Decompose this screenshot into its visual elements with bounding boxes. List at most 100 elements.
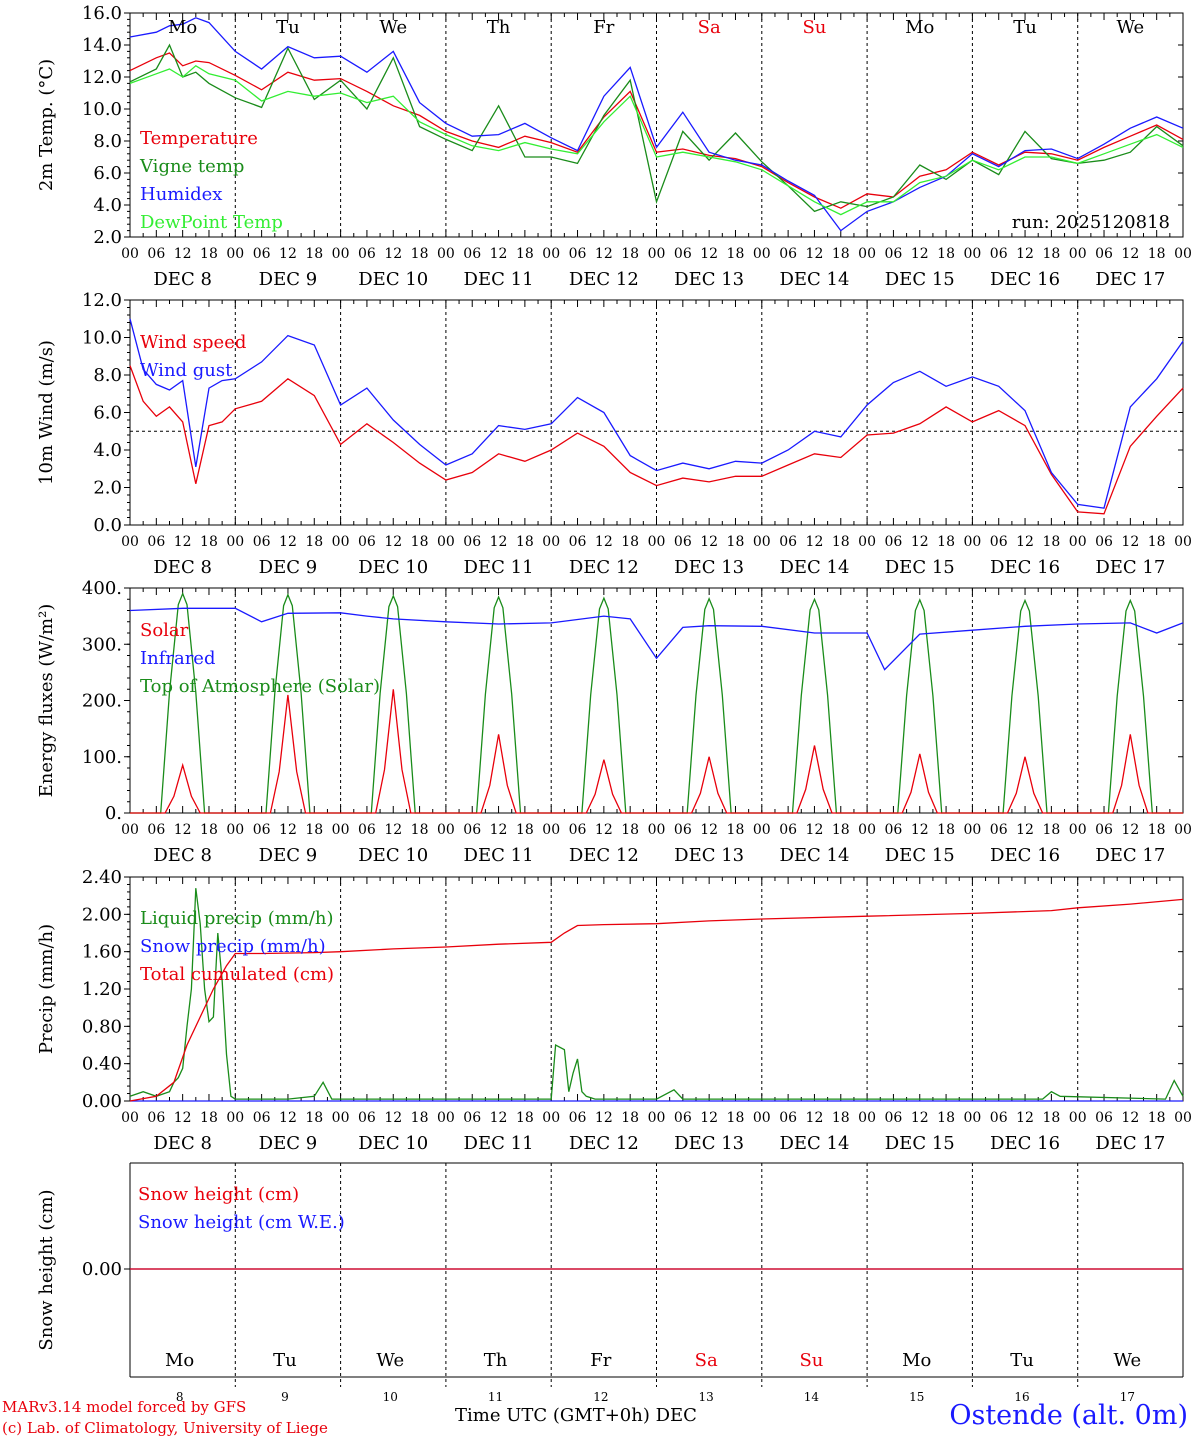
date-label: DEC 13 xyxy=(674,845,744,866)
hour-tick-label: 12 xyxy=(1016,822,1034,838)
hour-tick-label: 12 xyxy=(700,1110,718,1126)
hour-tick-label: 18 xyxy=(937,1110,955,1126)
date-label: DEC 14 xyxy=(779,269,849,290)
hour-tick-label: 00 xyxy=(226,1110,244,1126)
hour-tick-label: 00 xyxy=(1069,822,1087,838)
y-tick-label: 2.00 xyxy=(82,904,122,925)
weekday-label: Fr xyxy=(590,1350,611,1371)
hour-tick-label: 12 xyxy=(1016,1110,1034,1126)
date-label: DEC 16 xyxy=(990,1133,1060,1154)
hour-tick-label: 06 xyxy=(1095,822,1113,838)
hour-tick-label: 06 xyxy=(253,246,271,262)
hour-tick-label: 00 xyxy=(542,822,560,838)
hour-tick-label: 06 xyxy=(253,1110,271,1126)
hour-tick-label: 18 xyxy=(727,534,745,550)
hour-tick-label: 00 xyxy=(332,1110,350,1126)
hour-tick-label: 06 xyxy=(779,1110,797,1126)
date-label: DEC 10 xyxy=(358,1133,428,1154)
hour-tick-label: 18 xyxy=(516,246,534,262)
hour-tick-label: 18 xyxy=(1042,534,1060,550)
hour-tick-label: 12 xyxy=(806,534,824,550)
legend-entry: Solar xyxy=(140,620,189,641)
hour-tick-label: 18 xyxy=(937,822,955,838)
hour-tick-label: 00 xyxy=(1174,534,1192,550)
hour-tick-label: 00 xyxy=(226,822,244,838)
hour-tick-label: 06 xyxy=(253,534,271,550)
date-label: DEC 11 xyxy=(464,1133,534,1154)
date-label: DEC 15 xyxy=(885,269,955,290)
legend-entry: Humidex xyxy=(140,184,222,205)
hour-tick-label: 00 xyxy=(1069,246,1087,262)
hour-tick-label: 06 xyxy=(779,534,797,550)
legend-entry: Wind gust xyxy=(140,360,233,381)
hour-tick-label: 12 xyxy=(595,246,613,262)
y-tick-label: 200. xyxy=(82,691,122,712)
y-tick-label: 12.0 xyxy=(82,290,122,311)
hour-tick-label: 12 xyxy=(279,822,297,838)
hour-tick-label: 06 xyxy=(885,1110,903,1126)
station-name: Ostende (alt. 0m) xyxy=(949,1400,1188,1431)
hour-tick-label: 18 xyxy=(621,534,639,550)
date-label: DEC 15 xyxy=(885,1133,955,1154)
day-number-label: 13 xyxy=(699,1390,714,1404)
date-label: DEC 9 xyxy=(259,269,318,290)
day-number-label: 12 xyxy=(593,1390,608,1404)
series-vigne-temp xyxy=(129,43,1184,213)
hour-tick-label: 06 xyxy=(569,1110,587,1126)
date-label: DEC 10 xyxy=(358,845,428,866)
series-solar xyxy=(130,689,1183,814)
date-label: DEC 12 xyxy=(569,269,639,290)
date-label: DEC 10 xyxy=(358,557,428,578)
hour-tick-label: 12 xyxy=(279,1110,297,1126)
hour-tick-label: 00 xyxy=(1174,246,1192,262)
y-axis-label: 2m Temp. (°C) xyxy=(36,59,57,191)
hour-tick-label: 18 xyxy=(200,822,218,838)
y-tick-label: 0.80 xyxy=(82,1016,122,1037)
hour-tick-label: 18 xyxy=(1042,246,1060,262)
date-label: DEC 12 xyxy=(569,1133,639,1154)
legend-entry: Liquid precip (mm/h) xyxy=(140,908,334,929)
hour-tick-label: 12 xyxy=(490,822,508,838)
hour-tick-label: 00 xyxy=(963,534,981,550)
y-tick-label: 2.0 xyxy=(93,478,122,499)
series-total-cumulated-cm- xyxy=(129,898,1184,1102)
date-label: DEC 9 xyxy=(259,1133,318,1154)
series-liquid-precip-mm-h- xyxy=(129,888,1184,1100)
date-label: DEC 13 xyxy=(674,269,744,290)
hour-tick-label: 06 xyxy=(990,246,1008,262)
hour-tick-label: 00 xyxy=(753,822,771,838)
day-number-label: 8 xyxy=(176,1390,184,1404)
hour-tick-label: 12 xyxy=(490,1110,508,1126)
hour-tick-label: 18 xyxy=(200,534,218,550)
weekday-label: Mo xyxy=(902,1350,931,1371)
hour-tick-label: 18 xyxy=(411,246,429,262)
y-tick-label: 2.0 xyxy=(93,227,122,248)
hour-tick-label: 06 xyxy=(569,246,587,262)
hour-tick-label: 00 xyxy=(332,534,350,550)
date-label: DEC 11 xyxy=(464,269,534,290)
date-label: DEC 15 xyxy=(885,557,955,578)
hour-tick-label: 00 xyxy=(753,246,771,262)
y-tick-label: 0. xyxy=(105,803,122,824)
date-label: DEC 8 xyxy=(153,269,212,290)
hour-tick-label: 00 xyxy=(1069,1110,1087,1126)
hour-tick-label: 12 xyxy=(279,534,297,550)
panel-3: 0. 100. 200. 300. 400. Energy fluxes (W/m²) 00… xyxy=(36,578,1192,866)
hour-tick-label: 06 xyxy=(1095,534,1113,550)
hour-tick-label: 06 xyxy=(569,822,587,838)
date-label: DEC 16 xyxy=(990,557,1060,578)
hour-tick-label: 18 xyxy=(1148,246,1166,262)
hour-tick-label: 00 xyxy=(437,534,455,550)
hour-tick-label: 12 xyxy=(700,822,718,838)
hour-tick-label: 06 xyxy=(358,534,376,550)
legend-entry: Snow height (cm W.E.) xyxy=(138,1212,345,1233)
day-number-label: 11 xyxy=(488,1390,503,1404)
hour-tick-label: 12 xyxy=(1121,1110,1139,1126)
hour-tick-label: 06 xyxy=(674,822,692,838)
y-axis-label: 10m Wind (m/s) xyxy=(36,340,57,485)
hour-tick-label: 18 xyxy=(411,1110,429,1126)
legend-entry: Top of Atmosphere (Solar) xyxy=(140,676,380,697)
hour-tick-label: 00 xyxy=(1174,1110,1192,1126)
hour-tick-label: 00 xyxy=(542,246,560,262)
hour-tick-label: 00 xyxy=(858,1110,876,1126)
